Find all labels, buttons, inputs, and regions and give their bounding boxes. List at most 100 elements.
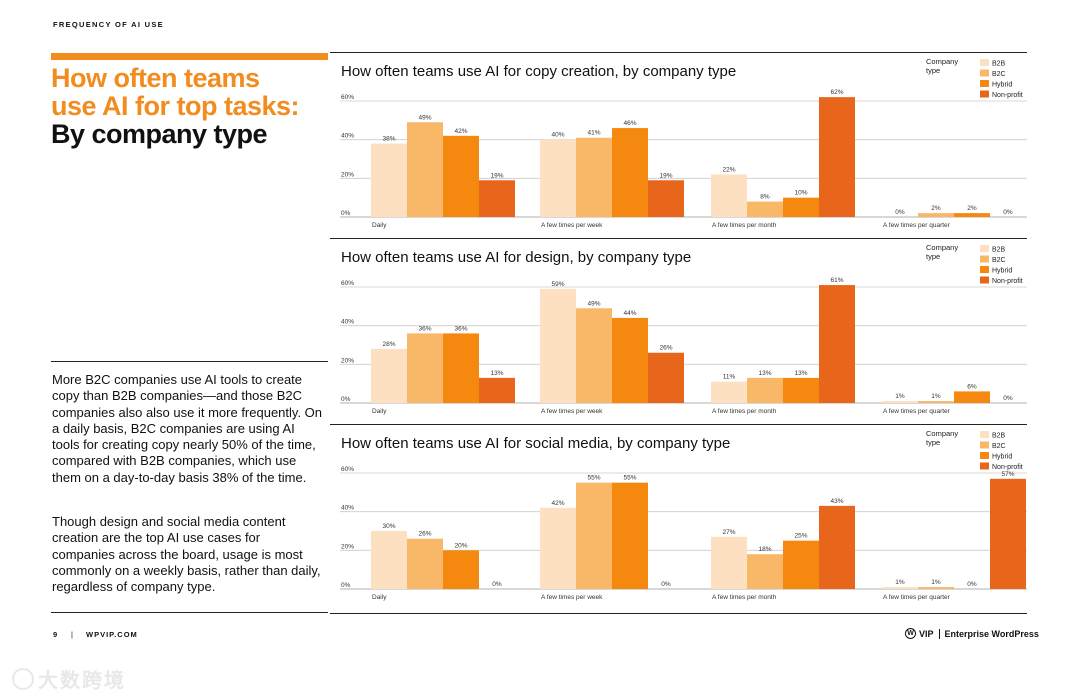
headline-line-2: use AI for top tasks:	[51, 91, 300, 121]
legend-swatch-b2c	[980, 69, 989, 77]
bar-hybrid	[783, 197, 819, 217]
data-label: 44%	[623, 310, 636, 317]
x-tick-label: A few times per week	[541, 222, 603, 229]
data-label: 46%	[623, 120, 636, 127]
data-label: 0%	[492, 581, 502, 588]
data-label: 41%	[587, 130, 600, 137]
body-paragraph-1: More B2C companies use AI tools to creat…	[52, 372, 323, 485]
y-tick-label: 20%	[341, 543, 354, 550]
page-number: 9	[53, 630, 59, 639]
y-tick-label: 20%	[341, 171, 354, 178]
legend-label: Non-profit	[992, 464, 1023, 471]
data-label: 0%	[661, 581, 671, 588]
bar-hybrid	[612, 482, 648, 589]
design-chart: How often teams use AI for design, by co…	[330, 238, 1027, 425]
data-label: 36%	[418, 325, 431, 332]
legend-title: type	[926, 252, 940, 261]
chart-title: How often teams use AI for copy creation…	[341, 63, 736, 80]
bar-b2b	[711, 174, 747, 217]
bar-b2c	[918, 213, 954, 217]
legend-label: B2B	[992, 433, 1006, 440]
legend-title: Company	[926, 243, 958, 252]
footer-separator: |	[71, 630, 74, 639]
legend-swatch-b2c	[980, 255, 989, 263]
bar-b2c	[747, 201, 783, 217]
legend-label: B2C	[992, 71, 1006, 78]
data-label: 61%	[830, 277, 843, 284]
data-label: 22%	[722, 166, 735, 173]
legend-label: B2B	[992, 61, 1006, 68]
bar-hybrid	[443, 550, 479, 589]
bar-hybrid	[783, 377, 819, 403]
page-headline: How often teams use AI for top tasks: By…	[51, 64, 341, 148]
legend-label: B2C	[992, 257, 1006, 264]
bar-non-profit	[819, 505, 855, 589]
x-tick-label: Daily	[372, 408, 387, 415]
bar-b2c	[747, 377, 783, 403]
section-kicker: FREQUENCY OF AI USE	[53, 20, 164, 29]
headline-line-3: By company type	[51, 119, 268, 149]
y-tick-label: 60%	[341, 466, 354, 473]
data-label: 0%	[895, 209, 905, 216]
data-label: 62%	[830, 89, 843, 96]
legend-swatch-non-profit	[980, 276, 989, 284]
copy-creation-chart: How often teams use AI for copy creation…	[330, 52, 1027, 239]
data-label: 42%	[551, 500, 564, 507]
bar-hybrid	[612, 128, 648, 217]
data-label: 57%	[1001, 471, 1014, 478]
brand-separator	[938, 628, 940, 639]
legend-title: type	[926, 438, 940, 447]
bar-b2c	[576, 137, 612, 217]
data-label: 55%	[623, 475, 636, 482]
data-label: 36%	[454, 325, 467, 332]
legend-label: Non-profit	[992, 278, 1023, 285]
bar-b2c	[576, 482, 612, 589]
y-tick-label: 0%	[341, 582, 351, 589]
bar-hybrid	[443, 135, 479, 217]
brand-vip: VIP	[919, 628, 934, 639]
legend-title: type	[926, 66, 940, 75]
data-label: 0%	[1003, 395, 1013, 402]
data-label: 38%	[382, 136, 395, 143]
bar-hybrid	[954, 213, 990, 217]
x-tick-label: A few times per month	[712, 408, 777, 415]
data-label: 1%	[931, 579, 941, 586]
bar-hybrid	[954, 391, 990, 403]
data-label: 49%	[587, 300, 600, 307]
bar-b2c	[576, 308, 612, 403]
y-tick-label: 0%	[341, 396, 351, 403]
bar-b2c	[918, 587, 954, 589]
bar-hybrid	[783, 540, 819, 589]
data-label: 19%	[490, 172, 503, 179]
data-label: 10%	[794, 190, 807, 197]
watermark-logo-icon	[12, 667, 34, 690]
legend-label: B2C	[992, 443, 1006, 450]
brand-logo: W VIP Enterprise WordPress	[905, 628, 1039, 639]
x-tick-label: Daily	[372, 594, 387, 601]
bar-b2b	[882, 587, 918, 589]
footer-site-link[interactable]: WPVIP.COM	[86, 630, 138, 639]
data-label: 43%	[830, 498, 843, 505]
legend-swatch-non-profit	[980, 462, 989, 470]
bar-b2b	[882, 401, 918, 403]
y-tick-label: 20%	[341, 357, 354, 364]
data-label: 42%	[454, 128, 467, 135]
data-label: 25%	[794, 533, 807, 540]
legend-label: Non-profit	[992, 92, 1023, 99]
data-label: 13%	[794, 370, 807, 377]
legend-label: Hybrid	[992, 82, 1012, 89]
legend-swatch-b2c	[980, 441, 989, 449]
bar-hybrid	[443, 333, 479, 403]
bar-b2b	[371, 531, 407, 589]
watermark-text: 大数跨境	[38, 670, 126, 692]
chart-svg: How often teams use AI for copy creation…	[340, 57, 1027, 229]
bar-b2b	[711, 381, 747, 403]
bar-non-profit	[990, 478, 1026, 589]
body-paragraph-2: Though design and social media content c…	[52, 514, 321, 595]
data-label: 2%	[931, 205, 941, 212]
data-label: 0%	[1003, 209, 1013, 216]
y-tick-label: 0%	[341, 210, 351, 217]
data-label: 8%	[760, 194, 770, 201]
x-tick-label: Daily	[372, 222, 387, 229]
x-tick-label: A few times per month	[712, 594, 777, 601]
